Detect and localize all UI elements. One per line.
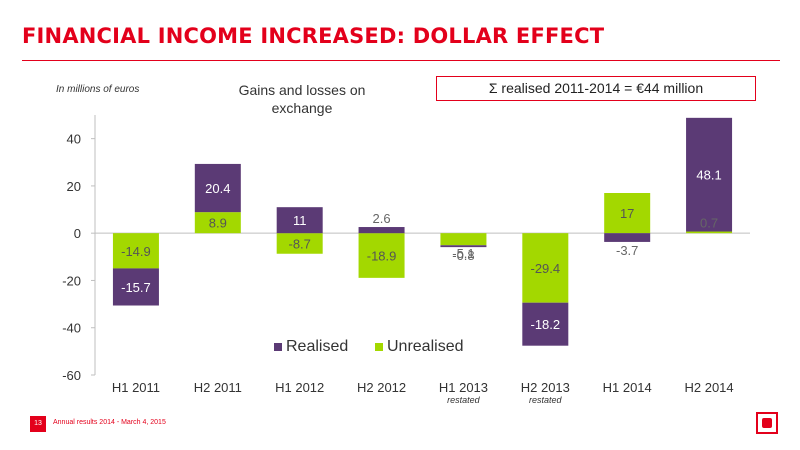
bar-unrealised-h1-2011 bbox=[112, 233, 159, 269]
x-tick-note: restated bbox=[447, 395, 481, 405]
footer-text: Annual results 2014 - March 4, 2015 bbox=[53, 419, 166, 426]
x-tick-label: H2 2012 bbox=[357, 380, 406, 395]
data-label-unrealised: 17 bbox=[620, 206, 634, 221]
x-tick-label: H2 2013 bbox=[521, 380, 570, 395]
chart-title: Gains and losses on exchange bbox=[238, 82, 366, 116]
slide-title: FINANCIAL INCOME INCREASED: DOLLAR EFFEC… bbox=[22, 24, 605, 48]
data-label-realised: -0.8 bbox=[452, 248, 474, 263]
data-label-realised: -18.2 bbox=[530, 317, 560, 332]
x-tick-note: restated bbox=[529, 395, 563, 405]
data-label-realised: 11 bbox=[293, 213, 307, 228]
bar-realised-h1-2014 bbox=[604, 233, 651, 242]
bar-unrealised-h1-2012 bbox=[276, 233, 323, 254]
x-tick-label: H1 2013 bbox=[439, 380, 488, 395]
bar-realised-h1-2012 bbox=[276, 207, 323, 234]
bar-realised-h1-2013 bbox=[440, 245, 487, 248]
data-label-realised: -3.7 bbox=[616, 243, 638, 258]
bar-unrealised-h2-2013 bbox=[522, 233, 569, 303]
bar-unrealised-h2-2012 bbox=[358, 233, 405, 278]
bar-realised-h1-2011 bbox=[112, 268, 159, 306]
page-number: 13 bbox=[30, 416, 46, 432]
title-divider bbox=[22, 60, 780, 61]
summary-box: Σ realised 2011-2014 = €44 million bbox=[436, 76, 756, 101]
legend-swatch-unrealised bbox=[375, 343, 383, 351]
x-tick-label: H1 2012 bbox=[275, 380, 324, 395]
y-tick-label: 0 bbox=[74, 226, 81, 241]
bar-realised-h2-2013 bbox=[522, 302, 569, 346]
x-tick-label: H2 2014 bbox=[684, 380, 733, 395]
x-tick-label: H1 2014 bbox=[603, 380, 652, 395]
bar-unrealised-h2-2014 bbox=[686, 231, 733, 234]
bar-realised-h2-2011 bbox=[194, 163, 241, 213]
bar-unrealised-h1-2013 bbox=[440, 233, 487, 246]
data-label-realised: 20.4 bbox=[205, 181, 230, 196]
units-note: In millions of euros bbox=[56, 84, 140, 95]
y-tick-label: -40 bbox=[62, 321, 81, 336]
legend-swatch-realised bbox=[274, 343, 282, 351]
bar-realised-h2-2014 bbox=[686, 117, 733, 232]
data-label-unrealised: 0.7 bbox=[700, 216, 718, 231]
data-label-unrealised: -5.1 bbox=[452, 246, 474, 261]
legend-label-unrealised: Unrealised bbox=[387, 338, 463, 355]
x-tick-label: H1 2011 bbox=[112, 380, 160, 395]
y-tick-label: 40 bbox=[67, 132, 81, 147]
y-tick-label: -20 bbox=[62, 273, 81, 288]
bar-unrealised-h1-2014 bbox=[604, 193, 651, 234]
brand-logo-icon bbox=[756, 412, 778, 434]
y-tick-label: -60 bbox=[62, 368, 81, 383]
bar-realised-h2-2012 bbox=[358, 227, 405, 234]
data-label-unrealised: -8.7 bbox=[288, 236, 310, 251]
data-label-realised: 48.1 bbox=[696, 168, 721, 183]
data-label-unrealised: -29.4 bbox=[530, 261, 560, 276]
data-label-unrealised: -14.9 bbox=[121, 244, 151, 259]
data-label-unrealised: -18.9 bbox=[367, 249, 397, 264]
legend-label-realised: Realised bbox=[286, 338, 348, 355]
data-label-unrealised: 8.9 bbox=[209, 216, 227, 231]
bar-unrealised-h2-2011 bbox=[194, 212, 241, 234]
data-label-realised: -15.7 bbox=[121, 280, 151, 295]
x-tick-label: H2 2011 bbox=[194, 380, 242, 395]
data-label-realised: 2.6 bbox=[373, 211, 391, 226]
y-tick-label: 20 bbox=[67, 179, 81, 194]
